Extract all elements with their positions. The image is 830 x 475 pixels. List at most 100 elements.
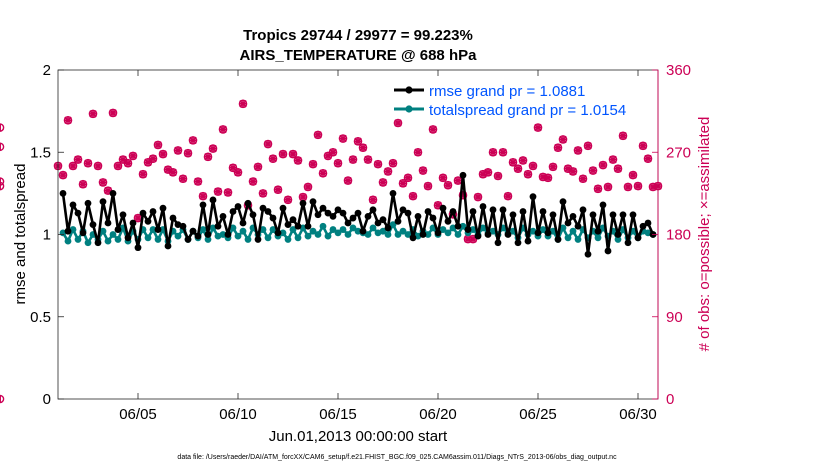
legend-rmse-marker [405, 86, 413, 94]
rmse-point [489, 206, 497, 214]
spread-point [404, 231, 412, 238]
spread-point [199, 226, 207, 233]
spread-point [104, 237, 112, 245]
rmse-point [319, 204, 327, 212]
rmse-point [89, 221, 97, 229]
obs-assimilated-marker [644, 154, 652, 163]
rmse-point [634, 234, 642, 242]
y2-tick-label: 270 [666, 144, 691, 161]
obs-assimilated-marker [369, 195, 377, 204]
rmse-point [64, 227, 72, 235]
spread-point [259, 226, 267, 233]
obs-assimilated-marker [619, 131, 627, 140]
rmse-point [394, 217, 402, 225]
spread-point [204, 236, 212, 243]
spread-point [319, 222, 327, 230]
legend-rmse-label: rmse grand pr = 1.0881 [429, 83, 585, 100]
obs-assimilated-marker [524, 170, 532, 179]
spread-point [439, 226, 447, 233]
obs-assimilated-marker [264, 140, 272, 149]
rmse-point [424, 208, 432, 215]
obs-assimilated-marker [639, 141, 647, 150]
rmse-point [99, 198, 107, 206]
rmse-point [604, 247, 612, 255]
spread-point [114, 236, 122, 243]
chart-title-line2: AIRS_TEMPERATURE @ 688 hPa [240, 47, 478, 64]
spread-point [289, 226, 297, 233]
rmse-point [499, 206, 507, 214]
spread-point [314, 231, 322, 238]
rmse-point [154, 226, 162, 233]
obs-assimilated-marker [79, 180, 87, 189]
spread-point [539, 226, 547, 233]
obs-assimilated-marker [334, 159, 342, 168]
obs-assimilated-marker [224, 188, 232, 197]
obs-assimilated-marker [309, 160, 317, 169]
obs-assimilated-marker [234, 168, 242, 177]
rmse-point [459, 171, 467, 179]
spread-point [594, 234, 602, 242]
rmse-point [229, 208, 237, 215]
rmse-point [189, 227, 197, 235]
obs-assimilated-marker [414, 148, 422, 157]
rmse-point [169, 214, 177, 222]
rmse-point [69, 201, 77, 209]
obs-assimilated-marker [134, 214, 142, 223]
rmse-point [199, 201, 207, 209]
rmse-point [469, 208, 477, 215]
obs-assimilated-marker [594, 184, 602, 193]
obs-assimilated-marker [84, 159, 92, 168]
rmse-point [349, 214, 357, 222]
spread-point [389, 221, 397, 229]
spread-point [154, 236, 162, 243]
obs-assimilated-marker [629, 171, 637, 180]
obs-assimilated-marker [319, 169, 327, 178]
rmse-point [439, 204, 447, 212]
rmse-point [324, 209, 332, 217]
rmse-point [244, 199, 252, 207]
x-tick-label: 06/10 [219, 406, 257, 423]
obs-assimilated-marker [559, 135, 567, 144]
obs-assimilated-marker [364, 155, 372, 164]
spread-point [569, 227, 577, 235]
rmse-point [429, 214, 437, 222]
obs-assimilated-marker [514, 164, 522, 173]
rmse-point [534, 229, 542, 237]
obs-assimilated-marker [424, 182, 432, 191]
rmse-point [194, 232, 202, 240]
obs-assimilated-marker [484, 168, 492, 177]
rmse-point [354, 209, 362, 217]
obs-assimilated-marker [154, 140, 162, 149]
obs-assimilated-marker [609, 155, 617, 164]
rmse-point [414, 213, 422, 220]
rmse-point [124, 234, 132, 242]
obs-assimilated-marker [194, 177, 202, 186]
rmse-point [329, 213, 337, 220]
rmse-point [584, 250, 592, 258]
y-tick-label: 1 [43, 227, 51, 244]
rmse-point [254, 236, 262, 243]
plot-marks [0, 99, 663, 404]
obs-assimilated-marker [229, 163, 237, 172]
rmse-point [159, 204, 167, 212]
spread-point [144, 234, 152, 242]
obs-assimilated-marker [429, 125, 437, 134]
obs-assimilated-marker [214, 187, 222, 196]
spread-point [399, 227, 407, 235]
spread-point [219, 231, 227, 238]
spread-point [424, 231, 432, 238]
rmse-point [249, 211, 257, 219]
rmse-point [569, 213, 577, 220]
spread-point [574, 236, 582, 243]
spread-point [229, 224, 237, 232]
y-axis-right: 0 90 180 270 360 [652, 62, 691, 408]
obs-assimilated-marker [579, 174, 587, 183]
spread-point [239, 227, 247, 235]
spread-point [369, 224, 377, 232]
obs-assimilated-marker [384, 167, 392, 176]
spread-point [304, 232, 312, 240]
obs-possible-marker [0, 394, 5, 404]
rmse-point [364, 213, 372, 220]
obs-assimilated-marker [149, 154, 157, 163]
rmse-point [339, 209, 347, 217]
